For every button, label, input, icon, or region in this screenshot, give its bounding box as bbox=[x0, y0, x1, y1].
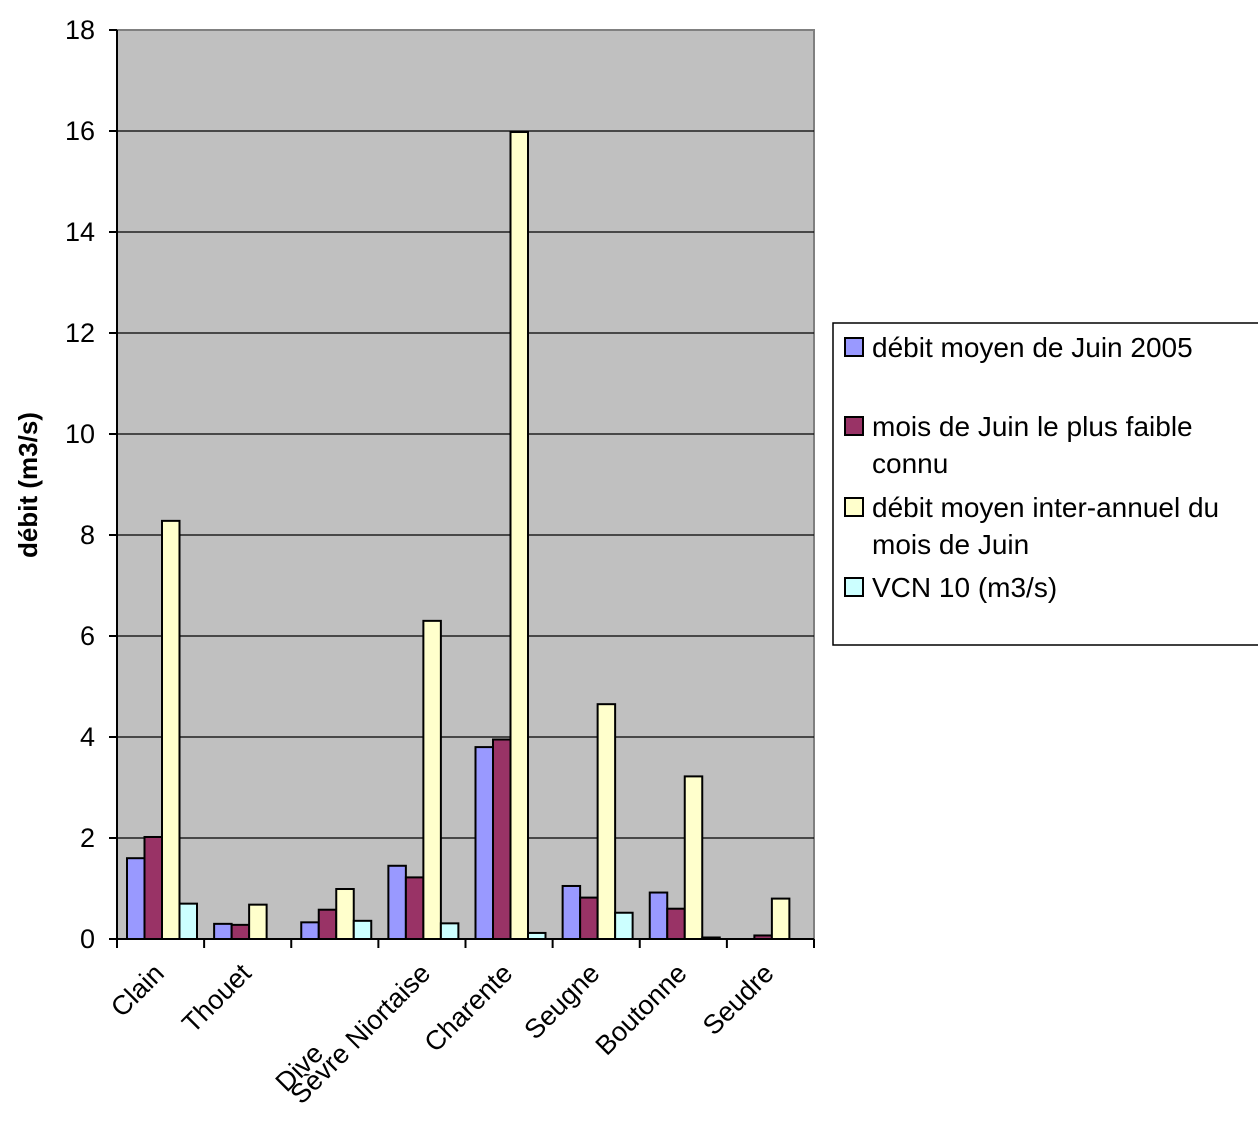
legend-entry-label: VCN 10 (m3/s) bbox=[872, 572, 1057, 603]
bar bbox=[770, 897, 791, 940]
y-tick-label: 14 bbox=[65, 217, 95, 247]
bar bbox=[648, 891, 669, 940]
x-category-label: Thouet bbox=[176, 958, 257, 1039]
legend: débit moyen de Juin 2005 mois de Juin le … bbox=[832, 322, 1258, 646]
bar bbox=[143, 835, 163, 940]
x-category-label: Charente bbox=[419, 958, 519, 1058]
bar bbox=[335, 888, 355, 941]
legend-swatch bbox=[844, 416, 864, 436]
y-tick-label: 12 bbox=[65, 318, 95, 348]
bar bbox=[561, 884, 582, 940]
bar bbox=[666, 907, 686, 941]
x-category-label: Clain bbox=[105, 958, 170, 1023]
x-category-label: Seugne bbox=[518, 958, 605, 1045]
y-tick-label: 2 bbox=[80, 823, 95, 853]
bar bbox=[683, 775, 704, 941]
bar bbox=[230, 923, 251, 940]
bar bbox=[178, 902, 198, 941]
x-category-label: Boutonne bbox=[590, 958, 693, 1061]
bar bbox=[422, 619, 442, 940]
y-tick-label: 4 bbox=[80, 722, 95, 752]
bar bbox=[579, 896, 599, 941]
bar bbox=[213, 922, 233, 940]
bar bbox=[509, 131, 529, 940]
y-tick-label: 10 bbox=[65, 419, 95, 449]
bar bbox=[300, 921, 320, 941]
legend-box bbox=[832, 322, 1258, 646]
bar bbox=[317, 908, 338, 941]
plot-background bbox=[116, 29, 815, 940]
bar bbox=[352, 919, 373, 941]
y-axis-label: débit (m3/s) bbox=[13, 412, 43, 558]
bar bbox=[161, 519, 181, 940]
plot-area bbox=[116, 29, 815, 941]
y-tick-label: 0 bbox=[80, 924, 95, 954]
bar bbox=[596, 703, 617, 940]
bar bbox=[614, 911, 634, 940]
y-tick-label: 18 bbox=[65, 15, 95, 45]
legend-entry-label: mois de Juin le plus faible connu bbox=[872, 411, 1193, 479]
legend-swatch bbox=[844, 577, 864, 597]
legend-entry-label: débit moyen de Juin 2005 bbox=[872, 332, 1193, 363]
x-category-label: Sèvre Niortaise bbox=[284, 958, 436, 1110]
x-category-label: Seudre bbox=[697, 958, 780, 1041]
bar bbox=[492, 738, 512, 941]
y-tick-label: 6 bbox=[80, 621, 95, 651]
bar bbox=[474, 746, 494, 940]
bar bbox=[439, 922, 460, 940]
bar bbox=[404, 876, 425, 941]
y-tick-label: 8 bbox=[80, 520, 95, 550]
legend-swatch bbox=[844, 337, 864, 357]
bar bbox=[248, 903, 268, 940]
y-tick-label: 16 bbox=[65, 116, 95, 146]
legend-swatch bbox=[844, 497, 864, 517]
bar bbox=[387, 864, 407, 941]
legend-entry-label: débit moyen inter-annuel du mois de Juin bbox=[872, 492, 1219, 560]
bar bbox=[126, 857, 146, 941]
